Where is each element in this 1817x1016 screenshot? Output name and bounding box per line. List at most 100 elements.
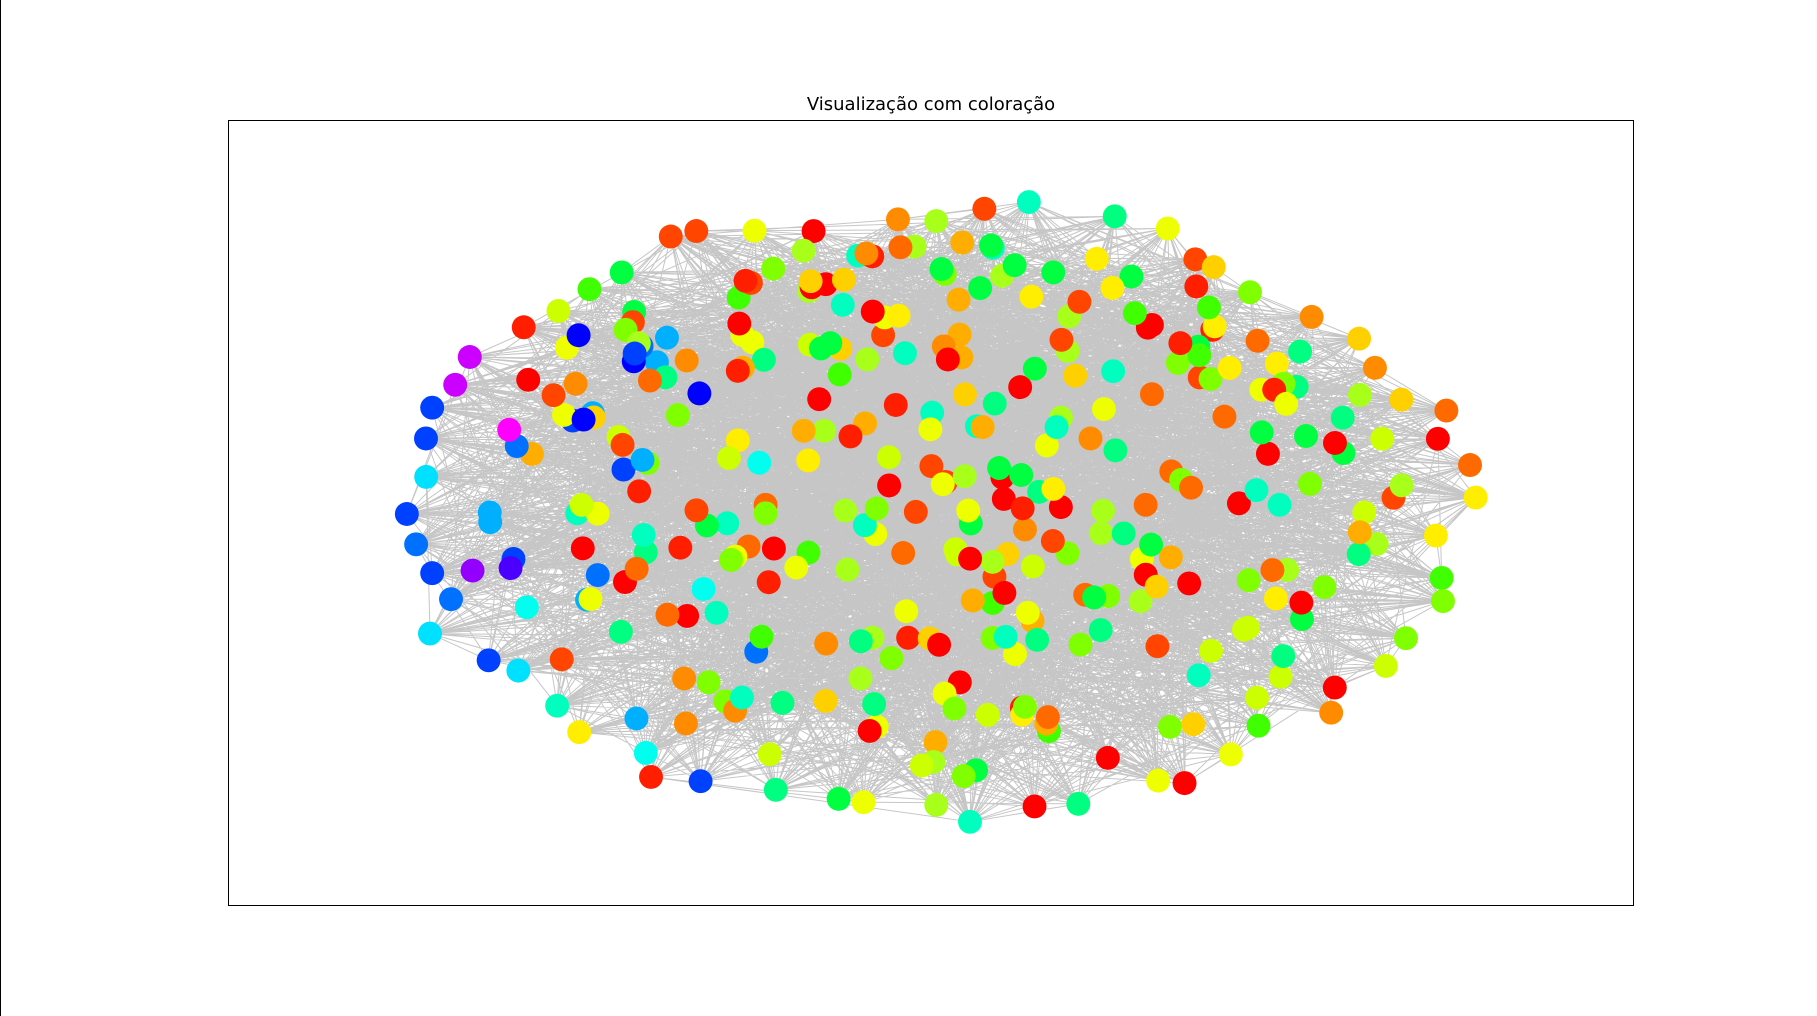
graph-node (1202, 314, 1227, 339)
graph-node (1181, 712, 1206, 737)
graph-node (630, 447, 655, 472)
graph-node (826, 786, 851, 811)
graph-node (851, 790, 876, 815)
graph-node (1312, 575, 1337, 600)
graph-node (1186, 663, 1211, 688)
graph-node (891, 541, 916, 565)
graph-node (980, 549, 1005, 574)
graph-node (960, 588, 985, 613)
graph-node (1373, 653, 1398, 678)
graph-node (1111, 521, 1136, 546)
graph-node (672, 666, 697, 691)
graph-node (1245, 328, 1270, 353)
graph-node (1102, 204, 1127, 229)
graph-node (993, 624, 1018, 649)
graph-node (860, 299, 885, 324)
graph-node (1236, 568, 1261, 593)
graph-node (1122, 301, 1147, 326)
graph-node (761, 256, 786, 281)
graph-node (1235, 615, 1260, 640)
graph-node (757, 742, 782, 767)
graph-node (814, 631, 839, 656)
graph-node (725, 358, 750, 383)
graph-node (1347, 326, 1372, 351)
graph-node (818, 331, 843, 356)
graph-node (1362, 355, 1387, 380)
graph-node (1389, 387, 1414, 412)
graph-node (1146, 768, 1171, 793)
graph-node (791, 238, 816, 263)
graph-node (909, 753, 934, 778)
graph-node (1165, 351, 1190, 375)
graph-node (1172, 771, 1197, 796)
graph-node (864, 496, 889, 521)
graph-node (935, 347, 960, 372)
graph-node (1294, 424, 1319, 448)
graph-node (665, 403, 690, 428)
graph-node (1298, 471, 1323, 496)
graph-node (896, 625, 921, 650)
graph-node (1095, 745, 1120, 770)
graph-node (1139, 532, 1164, 557)
graph-node (1041, 476, 1066, 501)
graph-node (1212, 404, 1237, 429)
graph-node (545, 693, 570, 718)
graph-node (1425, 426, 1450, 451)
graph-node (1271, 644, 1296, 669)
graph-node (1155, 216, 1180, 241)
graph-node (418, 621, 442, 646)
graph-node (704, 600, 729, 625)
graph-node (1103, 438, 1128, 463)
graph-node (1139, 382, 1164, 407)
graph-node (830, 292, 855, 317)
graph-node (1264, 351, 1289, 376)
graph-node (958, 809, 982, 834)
graph-node (420, 395, 445, 420)
graph-canvas (394, 190, 1488, 834)
graph-node (1040, 529, 1065, 553)
graph-node (1049, 327, 1074, 352)
graph-node (918, 417, 943, 442)
graph-node (637, 368, 662, 393)
graph-node (566, 323, 591, 348)
graph-node (1201, 255, 1226, 280)
graph-node (608, 619, 633, 644)
graph-node (511, 315, 536, 340)
graph-node (1260, 558, 1285, 583)
graph-node (1068, 632, 1093, 657)
graph-node (1389, 473, 1414, 498)
graph-node (497, 417, 522, 442)
graph-node (1352, 500, 1377, 525)
graph-node (950, 230, 975, 255)
graph-node (930, 472, 955, 497)
graph-node (727, 311, 752, 336)
graph-node (1022, 794, 1047, 819)
graph-node (761, 536, 786, 561)
graph-node (1184, 274, 1209, 299)
graph-node (414, 426, 438, 451)
graph-node (673, 711, 698, 736)
graph-node (414, 464, 439, 489)
graph-node (991, 486, 1016, 511)
graph-node (883, 393, 908, 417)
graph-node (506, 658, 531, 683)
graph-node (639, 764, 663, 789)
graph-node (627, 479, 652, 504)
graph-node (1183, 247, 1208, 272)
graph-node (1246, 713, 1271, 738)
graph-node (514, 595, 539, 620)
graph-node (1041, 260, 1066, 285)
graph-node (801, 219, 826, 244)
graph-node (970, 415, 995, 440)
graph-node (1158, 714, 1182, 739)
graph-node (655, 325, 679, 350)
graph-node (1197, 295, 1221, 320)
graph-node (577, 277, 602, 302)
graph-node (1217, 356, 1242, 380)
graph-node (1244, 478, 1269, 503)
graph-node (854, 241, 879, 266)
graph-node (394, 502, 419, 526)
graph-node (894, 599, 919, 624)
graph-node (1020, 554, 1045, 579)
graph-node (443, 372, 468, 397)
